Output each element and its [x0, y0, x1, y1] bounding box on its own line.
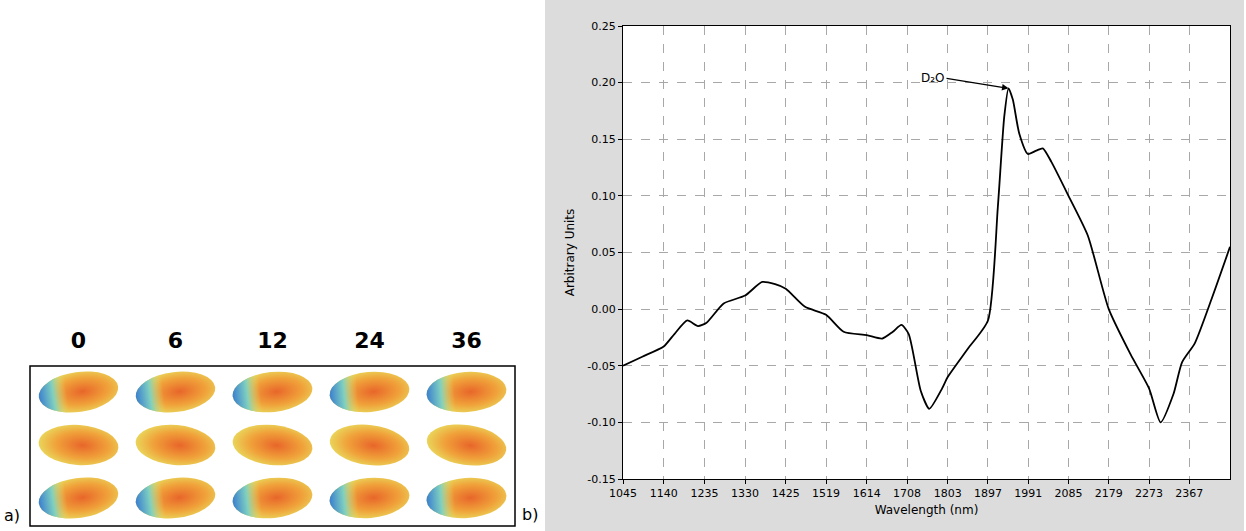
svg-text:1330: 1330 [731, 487, 759, 500]
svg-text:1897: 1897 [974, 487, 1002, 500]
svg-text:1614: 1614 [853, 487, 881, 500]
svg-text:2273: 2273 [1135, 487, 1163, 500]
svg-text:D₂O: D₂O [921, 71, 945, 85]
svg-text:0.05: 0.05 [591, 246, 616, 259]
svg-text:0.25: 0.25 [591, 20, 616, 33]
svg-text:1235: 1235 [690, 487, 718, 500]
svg-text:Wavelength (nm): Wavelength (nm) [875, 503, 979, 517]
svg-text:-0.15: -0.15 [587, 473, 615, 486]
svg-text:2367: 2367 [1175, 487, 1203, 500]
svg-text:1140: 1140 [650, 487, 678, 500]
svg-text:0.10: 0.10 [591, 190, 616, 203]
svg-text:12: 12 [257, 328, 288, 353]
svg-text:2179: 2179 [1095, 487, 1123, 500]
svg-text:24: 24 [354, 328, 385, 353]
svg-text:0.20: 0.20 [591, 76, 616, 89]
svg-text:1425: 1425 [772, 487, 800, 500]
svg-text:2085: 2085 [1055, 487, 1083, 500]
svg-text:1991: 1991 [1014, 487, 1042, 500]
svg-text:a): a) [4, 506, 20, 525]
svg-text:1519: 1519 [812, 487, 840, 500]
svg-text:1045: 1045 [609, 487, 637, 500]
svg-text:-0.05: -0.05 [587, 360, 615, 373]
svg-text:6: 6 [168, 328, 183, 353]
html-text:b): b) [522, 505, 539, 524]
svg-text:0.00: 0.00 [591, 303, 616, 316]
svg-text:1708: 1708 [893, 487, 921, 500]
svg-text:-0.10: -0.10 [587, 416, 615, 429]
svg-text:1803: 1803 [934, 487, 962, 500]
svg-text:36: 36 [451, 328, 482, 353]
svg-text:0.15: 0.15 [591, 133, 616, 146]
svg-text:0: 0 [71, 328, 86, 353]
svg-text:Arbitrary Units: Arbitrary Units [563, 209, 577, 297]
